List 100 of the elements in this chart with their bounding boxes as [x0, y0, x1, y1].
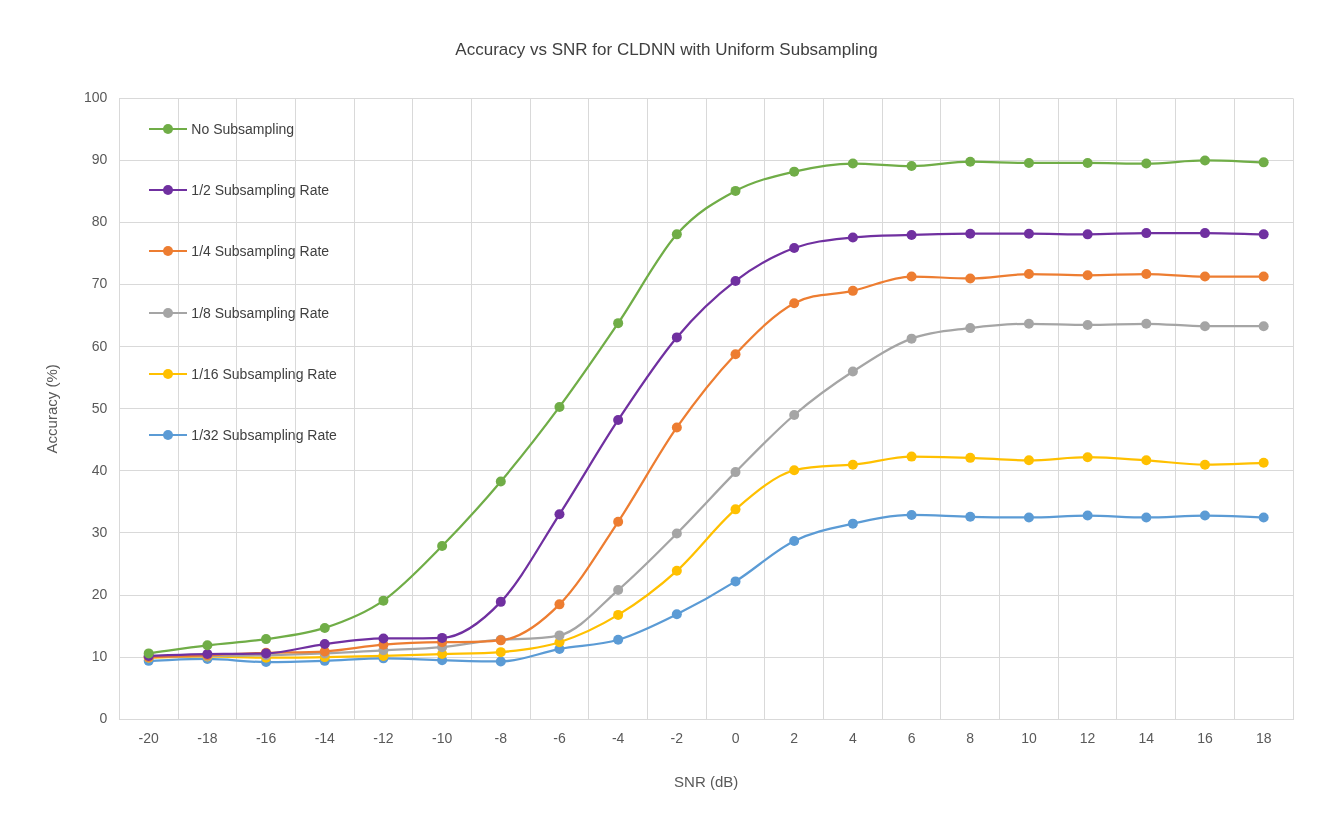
- point: [671, 422, 682, 433]
- point: [1023, 455, 1034, 466]
- point: [730, 467, 741, 478]
- point: [1141, 269, 1152, 280]
- point: [789, 166, 800, 177]
- x-tick-label: -18: [197, 730, 218, 747]
- x-tick-label: 16: [1197, 730, 1213, 747]
- x-tick-label: -2: [670, 730, 684, 747]
- point: [1141, 228, 1152, 239]
- point: [847, 158, 858, 169]
- point: [1258, 512, 1269, 523]
- point: [495, 476, 506, 487]
- point: [965, 452, 976, 463]
- x-axis-title: SNR (dB): [674, 773, 739, 791]
- x-tick-label: -14: [314, 730, 336, 747]
- point: [965, 511, 976, 522]
- point: [730, 275, 741, 286]
- point: [1141, 455, 1152, 466]
- x-tick-label: 8: [966, 730, 975, 747]
- y-tick-label: 20: [91, 585, 108, 602]
- point: [730, 504, 741, 515]
- point: [437, 541, 448, 551]
- point: [1258, 229, 1269, 240]
- point: [847, 285, 858, 296]
- point: [1082, 229, 1093, 240]
- point: [1023, 157, 1034, 168]
- point: [1141, 158, 1152, 169]
- point: [1258, 457, 1269, 468]
- point: [730, 349, 741, 360]
- y-tick-label: 30: [91, 523, 108, 540]
- legend-label: 1/2 Subsampling Rate: [191, 182, 330, 199]
- x-tick-label: 4: [848, 730, 857, 747]
- point: [495, 647, 506, 658]
- point: [613, 414, 624, 425]
- y-tick-label: 80: [91, 213, 108, 230]
- point: [613, 516, 624, 527]
- point: [789, 243, 800, 254]
- point: [554, 401, 565, 412]
- point: [847, 518, 858, 529]
- y-tick-label: 50: [91, 399, 108, 416]
- x-tick-label: -16: [255, 730, 277, 747]
- point: [1258, 271, 1269, 282]
- point: [965, 156, 976, 167]
- point: [319, 622, 330, 633]
- point: [789, 298, 800, 309]
- legend-label: 1/4 Subsampling Rate: [191, 243, 330, 260]
- y-tick-label: 70: [91, 275, 108, 292]
- legend-label: 1/8 Subsampling Rate: [191, 304, 330, 321]
- point: [1199, 510, 1210, 521]
- point: [906, 271, 917, 282]
- point: [437, 632, 448, 643]
- x-tick-label: -10: [431, 730, 453, 747]
- x-tick-label: 6: [907, 730, 916, 747]
- point: [1082, 510, 1093, 521]
- point: [671, 565, 682, 576]
- x-tick-label: 18: [1255, 730, 1272, 747]
- point: [906, 229, 917, 240]
- point: [495, 596, 506, 607]
- point: [378, 633, 389, 644]
- y-tick-label: 40: [91, 461, 108, 478]
- point: [789, 465, 800, 476]
- point: [1023, 318, 1034, 329]
- point: [613, 585, 624, 596]
- point: [906, 451, 917, 462]
- x-tick-label: 14: [1138, 730, 1155, 747]
- x-tick-label: 12: [1079, 730, 1096, 747]
- point: [1023, 512, 1034, 523]
- y-tick-label: 100: [84, 89, 108, 106]
- point: [906, 161, 917, 172]
- x-tick-label: 0: [731, 730, 740, 747]
- point: [671, 229, 682, 240]
- point: [1023, 228, 1034, 239]
- point: [554, 509, 565, 520]
- point: [1199, 155, 1210, 166]
- point: [1082, 270, 1093, 281]
- x-tick-label: -12: [373, 730, 394, 747]
- y-tick-label: 60: [91, 337, 108, 354]
- point: [1199, 228, 1210, 239]
- point: [789, 410, 800, 421]
- x-tick-label: 10: [1021, 730, 1037, 747]
- point: [1082, 319, 1093, 330]
- point: [906, 509, 917, 520]
- x-tick-label: -8: [494, 730, 508, 747]
- point: [730, 185, 741, 196]
- y-tick-label: 10: [91, 647, 108, 664]
- point: [1258, 321, 1269, 332]
- y-tick-label: 90: [91, 151, 108, 168]
- point: [1082, 452, 1093, 463]
- point: [965, 323, 976, 334]
- x-tick-label: 2: [790, 730, 799, 747]
- point: [554, 599, 565, 610]
- point: [613, 318, 624, 329]
- y-axis-title: Accuracy (%): [43, 364, 61, 454]
- legend-label: No Subsampling: [191, 120, 295, 137]
- point: [847, 366, 858, 377]
- point: [554, 630, 565, 641]
- point: [789, 536, 800, 547]
- legend-label: 1/32 Subsampling Rate: [191, 426, 337, 443]
- y-tick-label: 0: [99, 710, 108, 727]
- point: [671, 332, 682, 343]
